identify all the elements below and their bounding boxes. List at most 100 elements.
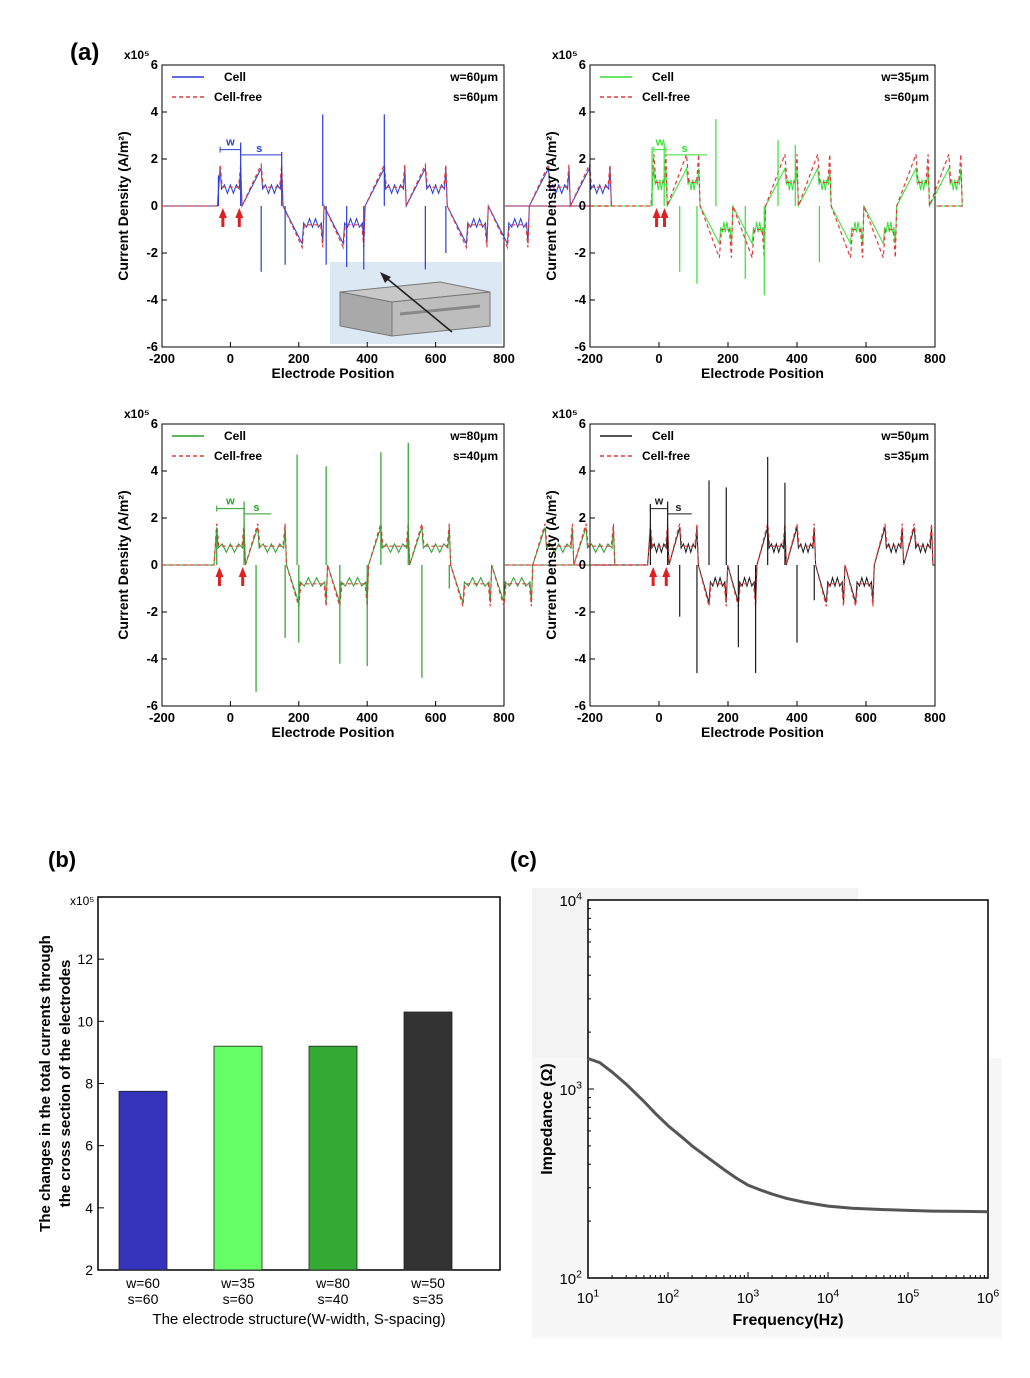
series-cell-line bbox=[590, 166, 963, 246]
inset-electrode bbox=[399, 304, 481, 316]
x-tick-label: s=40 bbox=[318, 1291, 349, 1307]
x-tick-label: -200 bbox=[149, 351, 175, 366]
y-tick-label: 0 bbox=[579, 198, 586, 213]
y-tick-label: 10 bbox=[77, 1013, 93, 1029]
x-tick-label: 400 bbox=[356, 351, 378, 366]
annotation-width: w=80μm bbox=[449, 429, 498, 443]
x-tick-label: 106 bbox=[977, 1287, 1000, 1307]
plot-frame bbox=[587, 899, 989, 1279]
width-bracket-label: w bbox=[654, 496, 664, 508]
x-tick-label: 800 bbox=[493, 351, 515, 366]
x-tick-label: -200 bbox=[577, 351, 603, 366]
y-tick-label: 2 bbox=[85, 1262, 93, 1278]
y-tick-label: -4 bbox=[574, 292, 586, 307]
y-tick-label: 6 bbox=[151, 57, 158, 72]
bar bbox=[213, 1045, 263, 1271]
bar bbox=[118, 1090, 168, 1271]
x-tick-label: 400 bbox=[786, 351, 808, 366]
width-bracket-label: w bbox=[225, 137, 235, 149]
x-tick-label: 200 bbox=[288, 710, 310, 725]
x-tick-label: 101 bbox=[577, 1287, 600, 1307]
x-axis-label: Electrode Position bbox=[272, 724, 395, 740]
red-arrow-head bbox=[235, 208, 244, 218]
y-tick-label: 2 bbox=[151, 151, 158, 166]
chart-c: 101 102 103 104 105 106102103104Frequency(Hz)… bbox=[532, 888, 1002, 1338]
x-axis-label: Electrode Position bbox=[701, 724, 824, 740]
width-bracket-label: w bbox=[225, 496, 235, 508]
x-tick-label: 400 bbox=[786, 710, 808, 725]
y-tick-label: -2 bbox=[146, 604, 158, 619]
y-tick-label: 4 bbox=[579, 104, 587, 119]
bar bbox=[308, 1045, 358, 1271]
y-tick-label: -4 bbox=[146, 292, 158, 307]
y-axis-label: Current Density (A/m²) bbox=[543, 490, 559, 639]
y-tick-label: -6 bbox=[574, 339, 586, 354]
legend-cellfree-label: Cell-free bbox=[642, 449, 690, 463]
inset-arrow-line bbox=[383, 275, 453, 333]
x-tick-label: -200 bbox=[577, 710, 603, 725]
y-tick-label: 4 bbox=[151, 463, 159, 478]
x-tick-label: 600 bbox=[855, 710, 877, 725]
red-arrow-shaft bbox=[664, 576, 668, 586]
y-axis-label: Current Density (A/m²) bbox=[115, 490, 131, 639]
spacing-bracket-label: s bbox=[253, 502, 259, 514]
legend-cellfree-label: Cell-free bbox=[642, 90, 690, 104]
y-tick-label: 6 bbox=[579, 416, 586, 431]
x-axis-label: Electrode Position bbox=[272, 365, 395, 381]
y-tick-label: -2 bbox=[146, 245, 158, 260]
x-tick-label: s=35 bbox=[413, 1291, 444, 1307]
x-tick-label: 400 bbox=[356, 710, 378, 725]
annotation-width: w=60μm bbox=[449, 70, 498, 84]
x-tick-label: 105 bbox=[897, 1287, 920, 1307]
y-axis-label: the cross section of the electrodes bbox=[57, 960, 74, 1208]
y-tick-label: 6 bbox=[151, 416, 158, 431]
chart-a1: -200 0 200 400 600 800-6-4-20246x10⁵Electrode… bbox=[115, 48, 613, 381]
bar bbox=[403, 1011, 453, 1271]
legend-cell-label: Cell bbox=[652, 70, 674, 84]
x-tick-label: w=35 bbox=[220, 1275, 255, 1291]
red-arrow-head bbox=[218, 208, 227, 218]
y-tick-label: -4 bbox=[574, 651, 586, 666]
x-tick-label: w=50 bbox=[410, 1275, 445, 1291]
y-multiplier: x10⁵ bbox=[552, 407, 578, 421]
inset-arrow-head bbox=[380, 272, 391, 283]
series-cellfree-line bbox=[590, 154, 963, 258]
x-tick-label: 800 bbox=[493, 710, 515, 725]
x-tick-label: s=60 bbox=[223, 1291, 254, 1307]
legend-cell-label: Cell bbox=[652, 429, 674, 443]
y-tick-label: 4 bbox=[85, 1200, 93, 1216]
x-tick-label: 200 bbox=[717, 710, 739, 725]
y-tick-label: -6 bbox=[146, 698, 158, 713]
y-axis-label: Current Density (A/m²) bbox=[543, 131, 559, 280]
red-arrow-shaft bbox=[651, 576, 655, 586]
legend-cellfree-label: Cell-free bbox=[214, 449, 262, 463]
x-axis-label: The electrode structure(W-width, S-spaci… bbox=[152, 1311, 445, 1328]
x-tick-label: s=60 bbox=[128, 1291, 159, 1307]
y-tick-label: 6 bbox=[85, 1138, 93, 1154]
spacing-bracket-label: s bbox=[675, 502, 681, 514]
x-tick-label: 0 bbox=[227, 710, 234, 725]
legend-cellfree-label: Cell-free bbox=[214, 90, 262, 104]
y-tick-label: -2 bbox=[574, 604, 586, 619]
x-tick-label: 800 bbox=[924, 351, 946, 366]
y-multiplier: x10⁵ bbox=[70, 894, 94, 908]
y-tick-label: -4 bbox=[146, 651, 158, 666]
red-arrow-head bbox=[215, 567, 224, 577]
x-tick-label: 600 bbox=[855, 351, 877, 366]
annotation-spacing: s=40μm bbox=[453, 449, 498, 463]
x-tick-label: w=80 bbox=[315, 1275, 350, 1291]
x-tick-label: 0 bbox=[655, 710, 662, 725]
x-tick-label: -200 bbox=[149, 710, 175, 725]
series-cellfree-line bbox=[162, 523, 616, 607]
red-arrow-head bbox=[238, 567, 247, 577]
x-axis-label: Frequency(Hz) bbox=[732, 1312, 843, 1329]
red-arrow-shaft bbox=[221, 217, 225, 227]
width-bracket-label: w bbox=[655, 137, 665, 149]
y-multiplier: x10⁵ bbox=[124, 48, 150, 62]
panel-label-a: (a) bbox=[70, 39, 99, 66]
red-arrow-head bbox=[649, 567, 658, 577]
panel-label-c: (c) bbox=[510, 847, 537, 872]
y-tick-label: 102 bbox=[559, 1268, 582, 1288]
